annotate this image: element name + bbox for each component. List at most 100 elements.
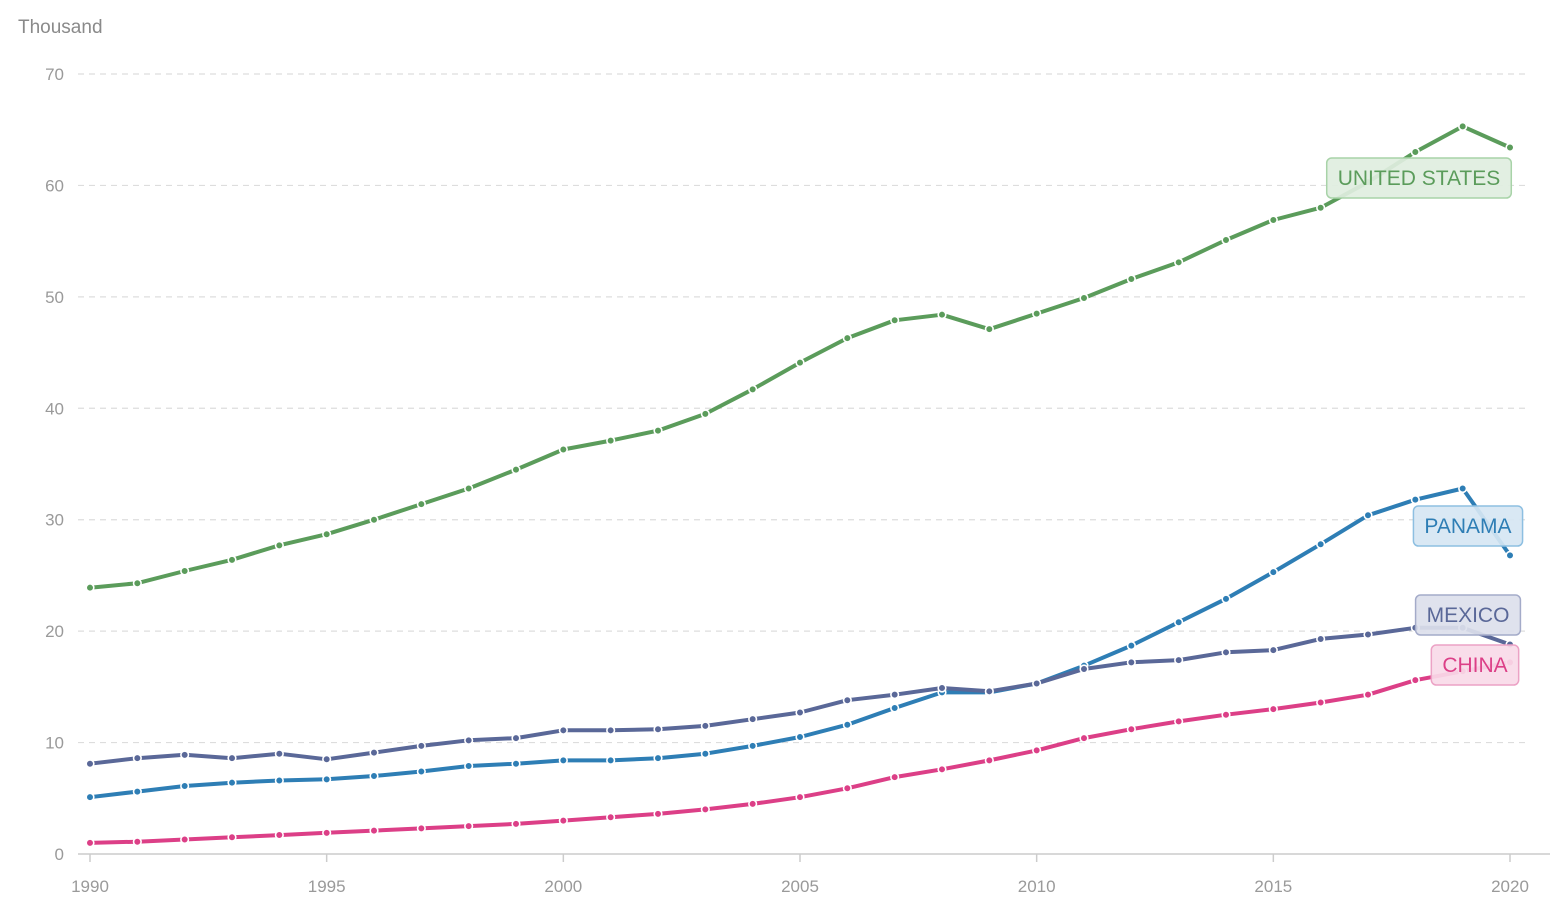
y-tick-label-0: 0: [55, 845, 64, 864]
data-point-mexico-2016: [1316, 634, 1326, 644]
data-point-united-states-2004: [748, 384, 758, 394]
data-point-mexico-2006: [842, 695, 852, 705]
data-point-china-2016: [1316, 697, 1326, 708]
y-tick-label-60: 60: [45, 176, 64, 195]
x-tick-label-2000: 2000: [544, 877, 582, 896]
data-point-united-states-2016: [1316, 203, 1326, 213]
data-point-china-2002: [653, 809, 663, 819]
data-point-mexico-1993: [227, 753, 237, 763]
data-point-panama-1997: [416, 766, 426, 777]
data-point-mexico-2008: [937, 683, 947, 693]
y-tick-label-20: 20: [45, 622, 64, 641]
series-tags: UNITED STATES PANAMA MEXICO CHINA: [1325, 157, 1524, 686]
series-china: [85, 657, 1515, 848]
series-line-china: [88, 660, 1512, 845]
data-point-mexico-2005: [795, 707, 805, 718]
data-point-china-1992: [180, 834, 190, 845]
data-point-china-2018: [1410, 675, 1420, 685]
data-point-mexico-2014: [1221, 647, 1231, 657]
data-point-panama-1995: [322, 774, 332, 784]
y-tick-label-40: 40: [45, 399, 64, 418]
data-point-mexico-1996: [369, 747, 379, 758]
data-point-united-states-2018: [1410, 147, 1420, 157]
data-point-mexico-1992: [180, 750, 190, 760]
y-tick-label-30: 30: [45, 511, 64, 530]
data-point-china-1998: [464, 821, 474, 831]
series-tag-china: CHINA: [1430, 644, 1520, 686]
data-point-united-states-2020: [1505, 142, 1515, 153]
data-point-china-1995: [322, 828, 332, 838]
data-point-china-1997: [416, 823, 426, 833]
series-tag-box-united-states: [1325, 157, 1513, 199]
data-point-mexico-1995: [322, 754, 332, 764]
data-point-china-2012: [1126, 724, 1136, 734]
x-tick-label-2015: 2015: [1254, 877, 1292, 896]
data-point-mexico-1990: [85, 759, 95, 769]
data-point-mexico-1991: [132, 753, 142, 763]
data-point-panama-2016: [1316, 539, 1326, 549]
x-tick-label-2005: 2005: [781, 877, 819, 896]
data-point-mexico-2015: [1268, 645, 1278, 655]
data-point-united-states-2008: [937, 310, 947, 320]
series-line-united-states: [88, 124, 1512, 590]
data-point-united-states-2007: [890, 315, 900, 325]
data-point-china-2005: [795, 792, 805, 802]
data-point-panama-2015: [1268, 567, 1278, 577]
y-tick-label-50: 50: [45, 288, 64, 307]
x-tick-label-1995: 1995: [308, 877, 346, 896]
series-tag-panama: PANAMA: [1412, 505, 1524, 547]
data-point-panama-1994: [274, 775, 284, 786]
data-point-mexico-2017: [1363, 629, 1373, 640]
data-point-panama-2013: [1174, 617, 1184, 627]
data-point-china-1991: [132, 837, 142, 847]
data-point-panama-2006: [842, 720, 852, 730]
data-point-united-states-2015: [1268, 215, 1278, 225]
data-point-mexico-2012: [1126, 657, 1136, 667]
data-point-china-2011: [1079, 733, 1089, 743]
data-point-panama-1996: [369, 771, 379, 781]
data-point-united-states-1994: [274, 540, 284, 550]
data-point-mexico-2010: [1032, 678, 1042, 689]
data-point-china-2008: [937, 764, 947, 774]
data-point-mexico-1994: [274, 749, 284, 759]
data-point-mexico-2007: [890, 690, 900, 700]
data-point-united-states-2009: [984, 324, 994, 334]
series-tag-mexico: MEXICO: [1414, 594, 1522, 636]
data-point-united-states-1995: [322, 529, 332, 539]
data-point-panama-2001: [606, 755, 616, 766]
data-point-mexico-2001: [606, 725, 616, 735]
data-point-united-states-2011: [1079, 293, 1089, 303]
data-point-mexico-2009: [984, 686, 994, 696]
data-point-panama-2003: [700, 749, 710, 759]
data-point-united-states-1992: [180, 566, 190, 576]
data-point-panama-2000: [558, 755, 568, 766]
data-point-united-states-2014: [1221, 235, 1231, 245]
data-point-panama-1999: [511, 759, 521, 769]
data-point-mexico-1998: [464, 735, 474, 745]
data-point-china-2013: [1174, 716, 1184, 727]
data-point-panama-2017: [1363, 510, 1373, 520]
data-point-panama-2019: [1458, 483, 1468, 494]
data-point-panama-2014: [1221, 594, 1231, 604]
data-point-panama-1998: [464, 761, 474, 771]
data-point-panama-2007: [890, 703, 900, 713]
data-point-united-states-2003: [700, 409, 710, 419]
data-point-china-1990: [85, 838, 95, 848]
data-point-united-states-1990: [85, 583, 95, 593]
data-point-china-2003: [700, 804, 710, 815]
y-tick-label-70: 70: [45, 65, 64, 84]
data-point-panama-1993: [227, 778, 237, 788]
data-point-china-2009: [984, 755, 994, 766]
data-point-mexico-2004: [748, 714, 758, 724]
series-united-states: [85, 121, 1515, 593]
data-point-panama-2005: [795, 732, 805, 742]
data-point-china-2001: [606, 812, 616, 822]
data-point-united-states-1996: [369, 515, 379, 525]
x-tick-label-2020: 2020: [1491, 877, 1529, 896]
data-point-mexico-2000: [558, 725, 568, 735]
data-point-united-states-2000: [558, 444, 568, 455]
data-point-mexico-2003: [700, 721, 710, 731]
data-point-china-2010: [1032, 745, 1042, 755]
series-tag-label-panama: PANAMA: [1424, 515, 1511, 538]
